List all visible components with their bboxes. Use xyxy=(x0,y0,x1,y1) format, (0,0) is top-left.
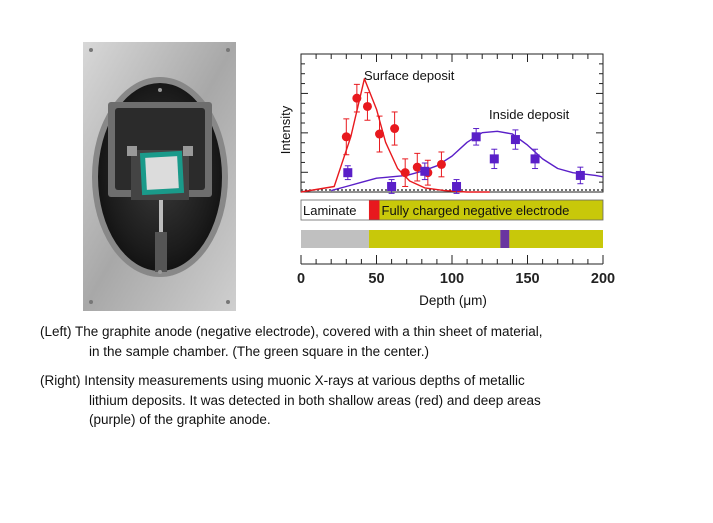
x-tick-label: 50 xyxy=(368,271,384,287)
data-point-inside xyxy=(343,168,353,178)
data-point-inside xyxy=(489,154,499,164)
x-tick-label: 150 xyxy=(515,271,539,287)
x-tick-labels: 0 50 100 150 200 xyxy=(297,271,615,287)
bar1-label: Laminate xyxy=(303,203,356,218)
caption-right: (Right) Intensity measurements using muo… xyxy=(40,371,680,430)
data-point-surface xyxy=(400,168,410,178)
caption-left-line2: in the sample chamber. (The green square… xyxy=(89,343,429,359)
data-point-inside xyxy=(387,181,397,191)
data-points xyxy=(341,83,585,194)
sample-chamber-photo xyxy=(83,42,236,311)
fit-curves xyxy=(300,78,604,193)
bar2-segment xyxy=(301,230,369,248)
bar2-segment xyxy=(500,230,510,248)
bar1-segment xyxy=(379,200,603,220)
fit-curve-1 xyxy=(331,130,604,192)
bar1-segment xyxy=(301,200,369,220)
caption-right-line1: (Right) Intensity measurements using muo… xyxy=(40,373,525,388)
data-point-surface xyxy=(341,132,351,142)
data-point-inside xyxy=(530,154,540,164)
x-tick-label: 0 xyxy=(297,271,305,287)
fit-curve-0 xyxy=(300,78,490,193)
data-point-inside xyxy=(471,132,481,142)
bar2-segment xyxy=(368,230,501,248)
data-point-inside xyxy=(420,166,430,176)
bar1-segment xyxy=(368,200,380,220)
data-point-surface xyxy=(436,159,446,169)
x-axis-label: Depth (μm) xyxy=(419,293,487,308)
y-axis-label: Intensity xyxy=(278,105,293,154)
caption-left: (Left) The graphite anode (negative elec… xyxy=(40,322,680,361)
data-point-inside xyxy=(510,135,520,145)
data-point-inside xyxy=(452,181,462,191)
data-point-surface xyxy=(352,93,362,103)
intensity-depth-chart: Laminate Fully charged negative electrode… xyxy=(278,53,615,308)
bar2-segment xyxy=(509,230,603,248)
caption-right-line2: lithium deposits. It was detected in bot… xyxy=(89,392,541,408)
bar1-frame xyxy=(300,199,604,221)
electrode-bars: Laminate Fully charged negative electrode xyxy=(300,199,604,248)
bar1-label: Fully charged negative electrode xyxy=(382,203,570,218)
data-point-surface xyxy=(375,129,385,139)
data-point-inside xyxy=(575,170,585,180)
series-label-surface: Surface deposit xyxy=(364,68,455,83)
x-tick-label: 200 xyxy=(591,271,615,287)
series-label-inside: Inside deposit xyxy=(489,107,570,122)
data-point-surface xyxy=(362,101,372,111)
x-tick-label: 100 xyxy=(440,271,464,287)
caption-left-line1: (Left) The graphite anode (negative elec… xyxy=(40,324,543,339)
caption-right-line3: (purple) of the graphite anode. xyxy=(89,412,271,427)
chart-axes xyxy=(300,53,604,265)
data-point-surface xyxy=(412,162,422,172)
data-point-surface xyxy=(390,124,400,134)
